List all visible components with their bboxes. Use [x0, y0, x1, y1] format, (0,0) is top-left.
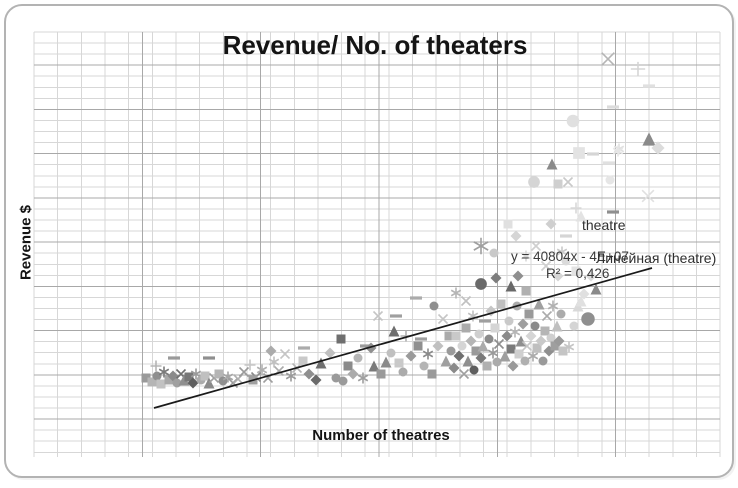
legend-entry-linear-trend: Линейная (theatre)	[596, 250, 717, 266]
x-axis-label: Number of theatres	[312, 427, 450, 444]
trendline-equation-label: y = 40804x - 4E+07	[511, 249, 629, 264]
y-axis-label: Revenue $	[17, 204, 35, 281]
chart-frame[interactable]: Revenue/ No. of theaters Revenue $ Numbe…	[4, 4, 734, 478]
scatter-plot-canvas	[33, 31, 721, 457]
legend-entry-theatre: theatre	[582, 217, 626, 233]
chart-title: Revenue/ No. of theaters	[222, 30, 528, 60]
trendline-r-squared-label: R² = 0,426	[546, 266, 610, 281]
